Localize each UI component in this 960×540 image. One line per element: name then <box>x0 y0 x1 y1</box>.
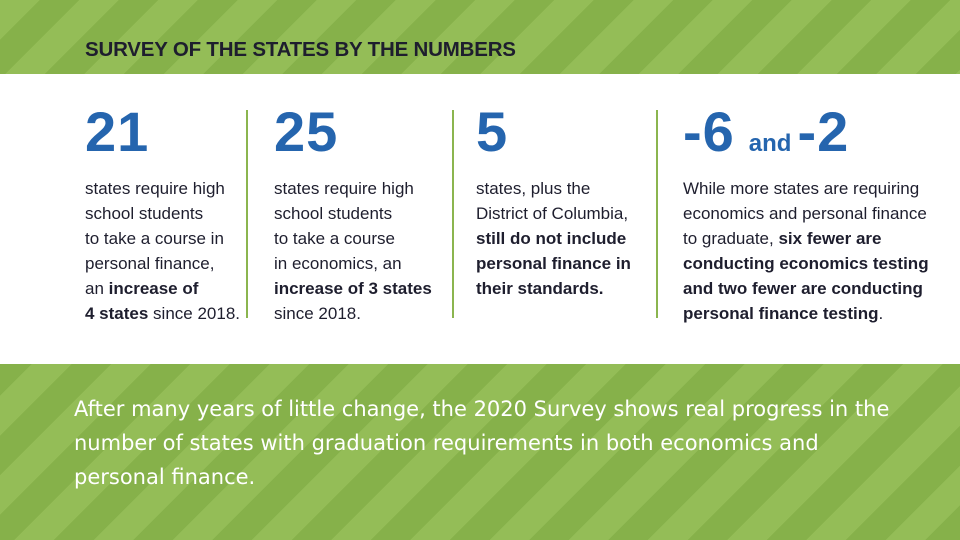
description-line: While more states are requiring <box>683 176 929 201</box>
emphasis-text: personal finance in <box>476 254 631 273</box>
emphasis-text: their standards. <box>476 279 604 298</box>
emphasis-text: personal finance testing <box>683 304 879 323</box>
body-text: in economics, an <box>274 254 402 273</box>
body-text: . <box>878 304 884 323</box>
stat-description: states, plus the District of Columbia, sti… <box>476 176 631 301</box>
body-text: since 2018. <box>274 304 361 323</box>
description-line: states, plus the <box>476 176 631 201</box>
emphasis-text: increase of <box>108 279 199 298</box>
description-line: increase of 3 states <box>274 276 432 301</box>
stat-number: 25 <box>274 100 339 163</box>
column-divider <box>452 110 454 318</box>
stat-column-economics-states: 25 states require high school students to … <box>274 102 432 326</box>
description-line: in economics, an <box>274 251 432 276</box>
stat-column-standards-states: 5 states, plus the District of Columbia, s… <box>476 102 631 301</box>
emphasis-text: 4 states <box>85 304 149 323</box>
body-text: to take a course <box>274 229 395 248</box>
body-text: to take a course in <box>85 229 224 248</box>
stat-connector: and <box>748 130 792 157</box>
description-line: their standards. <box>476 276 631 301</box>
emphasis-text: six fewer are <box>778 229 882 248</box>
description-line: personal finance in <box>476 251 631 276</box>
body-text: to graduate, <box>683 229 779 248</box>
stat-description: states require high school students to tak… <box>274 176 432 326</box>
description-line: economics and personal finance <box>683 201 929 226</box>
description-line: to take a course <box>274 226 432 251</box>
body-text: an <box>85 279 109 298</box>
emphasis-text: conducting economics testing <box>683 254 929 273</box>
column-divider <box>246 110 248 318</box>
stat-number-economics-testing: -6 <box>683 100 735 163</box>
body-text: states require high <box>85 179 225 198</box>
stat-number-pair: -6 and -2 <box>683 102 929 168</box>
description-line: personal finance, <box>85 251 240 276</box>
description-line: an increase of <box>85 276 240 301</box>
description-line: conducting economics testing <box>683 251 929 276</box>
description-line: states require high <box>85 176 240 201</box>
body-text: states, plus the <box>476 179 591 198</box>
description-line: to graduate, six fewer are <box>683 226 929 251</box>
stat-column-personal-finance-states: 21 states require high school students to … <box>85 102 240 326</box>
description-line: since 2018. <box>274 301 432 326</box>
body-text: since 2018. <box>148 304 241 323</box>
stat-column-testing-decline: -6 and -2 While more states are requiring e… <box>683 102 929 326</box>
description-line: 4 states since 2018. <box>85 301 240 326</box>
stat-number: 5 <box>476 100 509 163</box>
body-text: school students <box>85 204 204 223</box>
description-line: still do not include <box>476 226 631 251</box>
summary-caption: After many years of little change, the 2… <box>74 397 890 489</box>
body-text: While more states are requiring <box>683 179 920 198</box>
emphasis-text: and two fewer are conducting <box>683 279 923 298</box>
page-title: SURVEY OF THE STATES BY THE NUMBERS <box>85 38 516 61</box>
stats-panel: 21 states require high school students to … <box>0 74 960 364</box>
column-divider <box>656 110 658 318</box>
emphasis-text: still do not include <box>476 229 627 248</box>
stat-number: 21 <box>85 100 150 163</box>
body-text: states require high <box>274 179 414 198</box>
description-line: District of Columbia, <box>476 201 631 226</box>
stat-number-finance-testing: -2 <box>797 100 850 163</box>
description-line: school students <box>274 201 432 226</box>
emphasis-text: increase of 3 states <box>274 279 432 298</box>
body-text: school students <box>274 204 393 223</box>
body-text: personal finance, <box>85 254 215 273</box>
description-line: personal finance testing. <box>683 301 929 326</box>
description-line: states require high <box>274 176 432 201</box>
description-line: to take a course in <box>85 226 240 251</box>
stat-description: While more states are requiring economics… <box>683 176 929 326</box>
description-line: and two fewer are conducting <box>683 276 929 301</box>
stat-description: states require high school students to tak… <box>85 176 240 326</box>
body-text: District of Columbia, <box>476 204 629 223</box>
body-text: economics and personal finance <box>683 204 927 223</box>
description-line: school students <box>85 201 240 226</box>
